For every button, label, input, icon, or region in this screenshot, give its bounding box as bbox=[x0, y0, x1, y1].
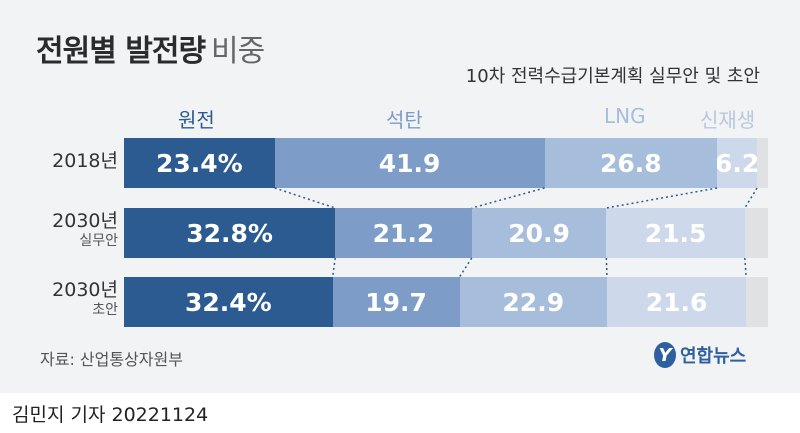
byline: 김민지 기자 20221124 bbox=[12, 404, 209, 426]
bar-segment-신재생-0: 6.2 bbox=[717, 138, 758, 188]
chart-panel: 전원별 발전량 비중 10차 전력수급기본계획 실무안 및 초안 원전 석탄 LNG 신… bbox=[0, 0, 800, 393]
legend-item-3: 신재생 bbox=[700, 108, 756, 132]
connector-line bbox=[471, 187, 545, 209]
bar-segment-원전-0: 23.4% bbox=[124, 138, 275, 188]
bar-segment-원전-1: 32.8% bbox=[124, 208, 336, 258]
chart-title: 전원별 발전량 비중 bbox=[36, 26, 265, 70]
connector-line bbox=[605, 257, 608, 278]
source-note: 자료: 산업통상자원부 bbox=[40, 350, 183, 369]
bar-segment-석탄-2: 19.7 bbox=[332, 277, 460, 327]
row-label-year: 2030년 bbox=[52, 279, 118, 301]
connector-line bbox=[331, 257, 336, 278]
row-label-year: 2030년 bbox=[52, 210, 118, 232]
connector-line bbox=[744, 187, 758, 209]
connector-line bbox=[458, 257, 473, 278]
chart-title-suffix: 비중 bbox=[211, 34, 265, 69]
legend-item-2: LNG bbox=[604, 104, 646, 128]
logo-mark-icon: Y bbox=[654, 342, 676, 368]
bar-segment-other-1 bbox=[744, 208, 768, 258]
bar-segment-LNG-0: 26.8 bbox=[544, 138, 718, 188]
agency-logo: Y 연합뉴스 bbox=[654, 342, 746, 368]
chart-subtitle: 10차 전력수급기본계획 실무안 및 초안 bbox=[465, 66, 760, 87]
bar-segment-원전-2: 32.4% bbox=[124, 277, 333, 327]
bar-segment-석탄-1: 21.2 bbox=[335, 208, 472, 258]
connector-line bbox=[274, 187, 336, 209]
row-label-0: 2018년 bbox=[10, 150, 118, 172]
connector-line bbox=[744, 257, 747, 278]
logo-text: 연합뉴스 bbox=[680, 346, 747, 367]
row-label-2: 2030년 초안 bbox=[10, 279, 118, 318]
bar-segment-LNG-1: 20.9 bbox=[471, 208, 607, 258]
bar-segment-LNG-2: 22.9 bbox=[459, 277, 607, 327]
bar-segment-신재생-2: 21.6 bbox=[607, 277, 747, 327]
bar-segment-석탄-0: 41.9 bbox=[274, 138, 545, 188]
bar-segment-other-2 bbox=[746, 277, 768, 327]
row-label-plan: 초안 bbox=[92, 301, 118, 318]
bar-segment-other-0 bbox=[757, 138, 768, 188]
connector-line bbox=[606, 187, 718, 209]
legend-item-1: 석탄 bbox=[386, 108, 423, 132]
row-label-plan: 실무안 bbox=[79, 232, 118, 249]
legend-item-0: 원전 bbox=[178, 108, 215, 132]
chart-title-text: 전원별 발전량 bbox=[36, 34, 206, 69]
bar-segment-신재생-1: 21.5 bbox=[606, 208, 745, 258]
row-label-1: 2030년 실무안 bbox=[10, 210, 118, 249]
row-label-year: 2018년 bbox=[52, 150, 118, 172]
